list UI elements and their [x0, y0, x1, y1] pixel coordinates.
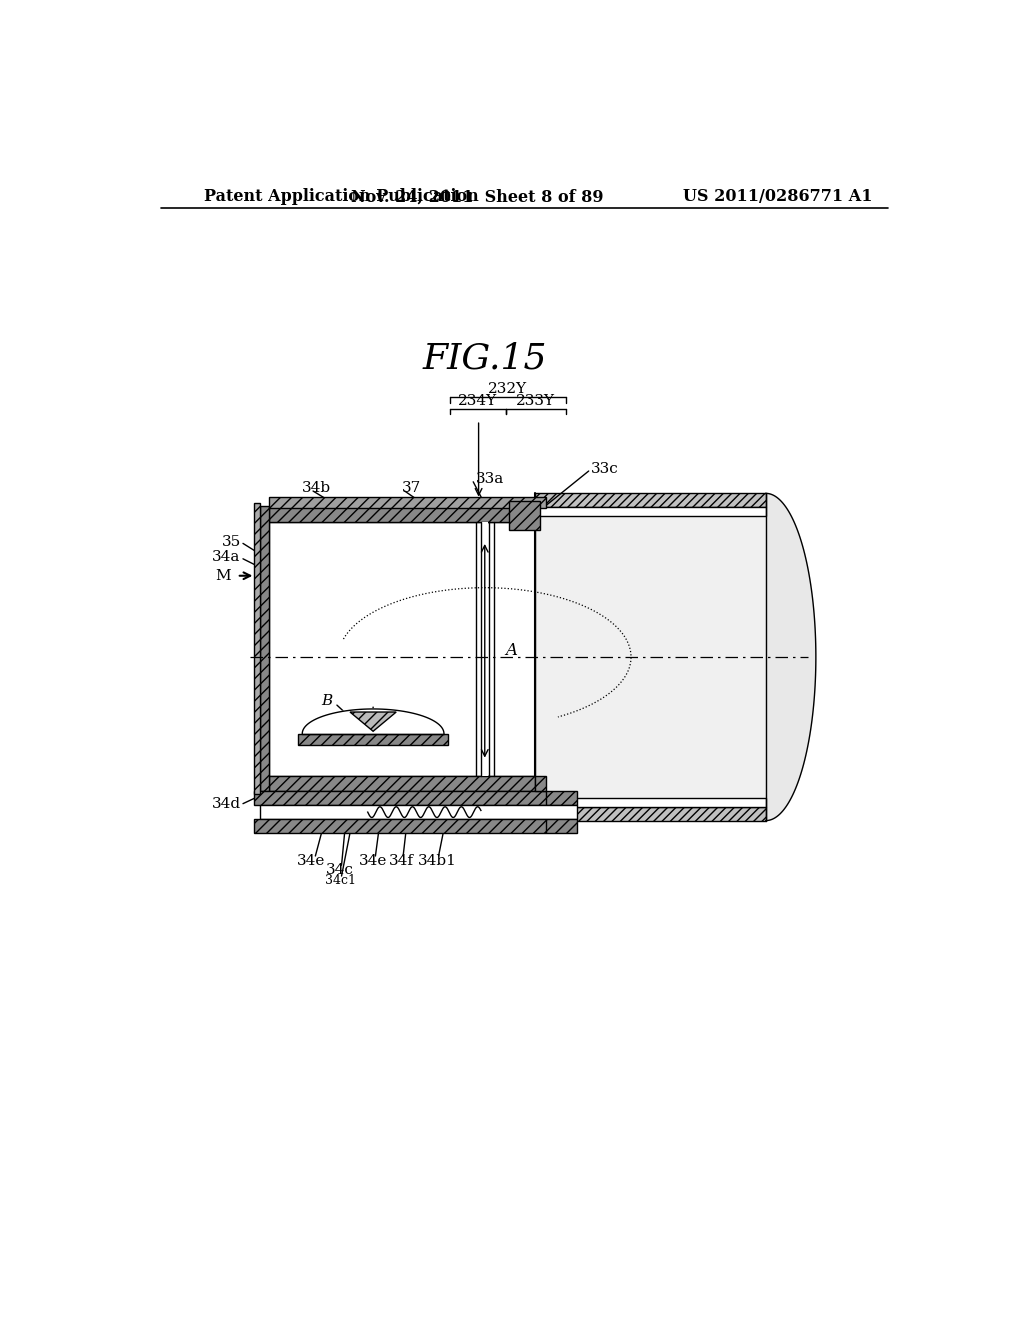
- Text: FIG.15: FIG.15: [423, 342, 547, 376]
- Polygon shape: [535, 776, 547, 792]
- Polygon shape: [535, 507, 766, 807]
- Polygon shape: [766, 494, 816, 821]
- Text: 34e: 34e: [359, 854, 387, 867]
- Text: 34d: 34d: [212, 797, 241, 810]
- Polygon shape: [254, 503, 260, 795]
- Text: Nov. 24, 2011  Sheet 8 of 89: Nov. 24, 2011 Sheet 8 of 89: [351, 189, 603, 206]
- Polygon shape: [535, 797, 766, 807]
- Polygon shape: [260, 805, 578, 818]
- Text: 34a: 34a: [212, 550, 241, 564]
- Polygon shape: [269, 507, 535, 521]
- Polygon shape: [260, 507, 269, 792]
- Text: A: A: [506, 642, 518, 659]
- Polygon shape: [535, 494, 766, 507]
- Polygon shape: [269, 498, 547, 508]
- Text: B: B: [322, 694, 333, 709]
- Text: 37: 37: [401, 480, 421, 495]
- Polygon shape: [535, 507, 766, 516]
- Polygon shape: [509, 502, 541, 529]
- Text: 33a: 33a: [475, 471, 504, 486]
- Polygon shape: [535, 807, 766, 821]
- Polygon shape: [254, 792, 578, 805]
- Text: 233Y: 233Y: [516, 393, 555, 408]
- Text: 34e: 34e: [297, 854, 326, 867]
- Polygon shape: [269, 776, 535, 792]
- Polygon shape: [481, 521, 487, 776]
- Polygon shape: [254, 818, 578, 833]
- Text: 35: 35: [221, 535, 241, 549]
- Text: 33c: 33c: [591, 462, 618, 475]
- Text: 34b: 34b: [301, 480, 331, 495]
- Text: 34c: 34c: [326, 863, 354, 876]
- Text: M: M: [215, 569, 230, 582]
- Text: US 2011/0286771 A1: US 2011/0286771 A1: [683, 189, 872, 206]
- Text: 34b1: 34b1: [418, 854, 457, 867]
- Text: Patent Application Publication: Patent Application Publication: [204, 189, 478, 206]
- Polygon shape: [350, 711, 396, 731]
- Text: 232Y: 232Y: [488, 383, 527, 396]
- Text: 234Y: 234Y: [459, 393, 498, 408]
- Text: 34f: 34f: [389, 854, 414, 867]
- Polygon shape: [302, 709, 444, 734]
- Polygon shape: [269, 521, 535, 776]
- Polygon shape: [298, 734, 447, 744]
- Text: 34c1: 34c1: [325, 874, 355, 887]
